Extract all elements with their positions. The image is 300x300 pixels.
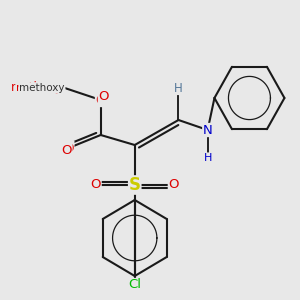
Text: N: N	[203, 124, 212, 136]
Text: O: O	[168, 178, 179, 191]
Text: O: O	[95, 94, 106, 106]
Text: H: H	[203, 153, 212, 163]
Text: H: H	[174, 82, 183, 94]
Text: methoxy: methoxy	[11, 82, 63, 94]
Text: O: O	[61, 143, 72, 157]
Text: O: O	[98, 91, 109, 103]
Text: O: O	[91, 178, 101, 191]
Text: methoxy: methoxy	[19, 83, 65, 93]
Text: methoxy: methoxy	[16, 83, 65, 93]
Text: Cl: Cl	[128, 278, 141, 292]
Text: S: S	[129, 176, 141, 194]
Text: O: O	[63, 142, 74, 154]
